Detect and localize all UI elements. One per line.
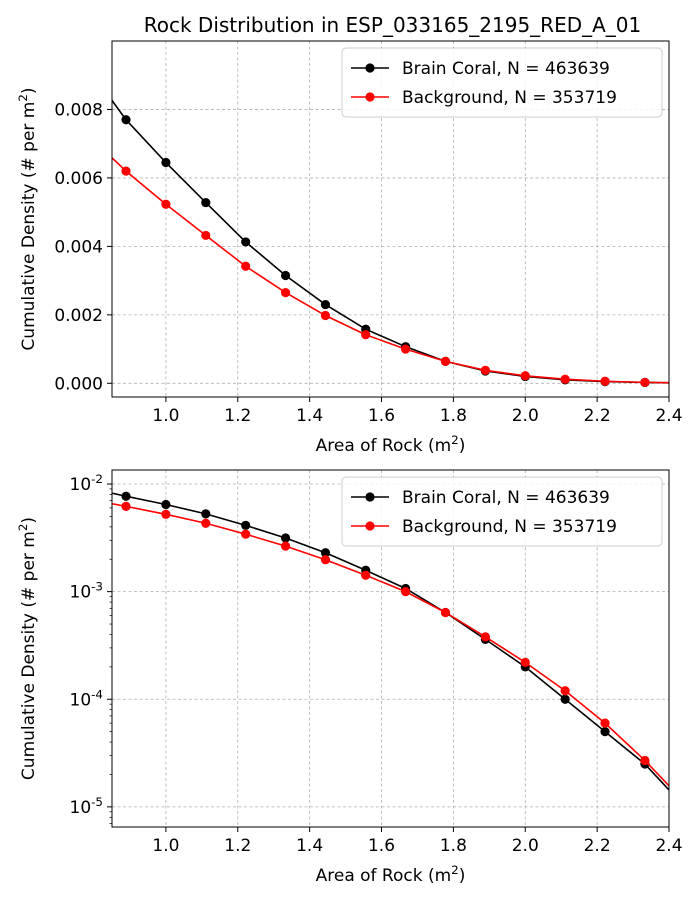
chart-1: 1.0 1.2 1.4 1.6 1.8 2.0 2.2 2.4 0.000 0.002 0.004 0… — [16, 13, 689, 456]
y-tick-label: 0.004 — [54, 237, 103, 257]
x-tick-label: 2.2 — [584, 406, 611, 426]
x-tick-label: 1.8 — [440, 836, 467, 856]
x-tick-label: 2.0 — [512, 836, 539, 856]
x-tick-label: 1.6 — [368, 406, 395, 426]
data-point — [161, 510, 170, 519]
data-point — [361, 571, 370, 580]
x-tick-label: 2.4 — [655, 836, 682, 856]
y-tick-label: 0.006 — [54, 169, 103, 189]
data-point — [201, 519, 210, 528]
data-point — [241, 521, 250, 530]
data-point — [321, 311, 330, 320]
x-tick-label: 1.4 — [296, 836, 323, 856]
x-tick-label: 1.0 — [152, 406, 179, 426]
data-point — [361, 330, 370, 339]
data-point — [82, 60, 91, 69]
data-point — [481, 632, 490, 641]
y-tick-label: 10-4 — [70, 687, 104, 710]
data-point — [321, 555, 330, 564]
legend-entry-label: Background, N = 353719 — [402, 517, 617, 537]
y-axis-label: Cumulative Density (# per m2) — [16, 87, 39, 350]
legend-swatch-marker — [365, 492, 374, 501]
x-tick-label: 2.0 — [512, 406, 539, 426]
data-point — [640, 756, 649, 765]
x-tick-label: 2.4 — [655, 406, 682, 426]
data-point — [401, 344, 410, 353]
series-line-2 — [86, 133, 685, 383]
legend-swatch-marker — [365, 63, 374, 72]
data-point — [241, 262, 250, 271]
y-tick-label: 10-3 — [70, 580, 104, 603]
data-point — [680, 378, 689, 387]
legend-entry-label: Brain Coral, N = 463639 — [402, 59, 610, 79]
data-point — [121, 115, 130, 124]
data-point — [82, 494, 91, 503]
data-point — [680, 798, 689, 807]
data-point — [161, 158, 170, 167]
x-axis-label: Area of Rock (m2) — [316, 433, 466, 456]
data-point — [680, 378, 689, 387]
data-point — [521, 658, 530, 667]
data-point — [201, 509, 210, 518]
legend-entry-label: Brain Coral, N = 463639 — [402, 488, 610, 508]
data-point — [561, 686, 570, 695]
x-tick-label: 1.6 — [368, 836, 395, 856]
legend-entry-label: Background, N = 353719 — [402, 88, 617, 108]
chart-title: Rock Distribution in ESP_033165_2195_RED… — [144, 13, 642, 37]
data-point — [561, 375, 570, 384]
data-point — [281, 533, 290, 542]
y-tick-label: 0.002 — [54, 306, 103, 326]
y-tick-label: 0.008 — [54, 100, 103, 120]
x-tick-label: 1.8 — [440, 406, 467, 426]
ticks: 1.0 1.2 1.4 1.6 1.8 2.0 2.2 2.4 0.000 0.002 0.004 0… — [54, 100, 682, 426]
data-point — [561, 695, 570, 704]
data-point — [441, 608, 450, 617]
data-point — [161, 500, 170, 509]
y-axis-label: Cumulative Density (# per m2) — [16, 517, 39, 780]
data-point — [401, 587, 410, 596]
data-point — [82, 129, 91, 138]
data-point — [241, 530, 250, 539]
data-point — [680, 802, 689, 811]
y-tick-label: 10-2 — [70, 472, 104, 495]
legend: Brain Coral, N = 463639 Background, N = 3… — [342, 48, 662, 117]
legend-swatch-marker — [365, 92, 374, 101]
chart-2: 1.0 1.2 1.4 1.6 1.8 2.0 2.2 2.4 10-5 10-4 10-3 10-2… — [16, 470, 689, 886]
data-point — [321, 300, 330, 309]
x-tick-label: 1.0 — [152, 836, 179, 856]
data-point — [121, 502, 130, 511]
data-point — [201, 231, 210, 240]
data-point — [241, 237, 250, 246]
data-point — [121, 166, 130, 175]
x-tick-label: 1.2 — [224, 836, 251, 856]
data-point — [201, 198, 210, 207]
y-tick-label: 0.000 — [54, 374, 103, 394]
data-point — [441, 357, 450, 366]
data-point — [640, 378, 649, 387]
x-tick-label: 1.2 — [224, 406, 251, 426]
data-point — [600, 727, 609, 736]
data-point — [521, 371, 530, 380]
x-axis-label: Area of Rock (m2) — [316, 863, 466, 886]
data-point — [161, 200, 170, 209]
data-point — [481, 366, 490, 375]
x-tick-label: 1.4 — [296, 406, 323, 426]
y-tick-label: 10-5 — [70, 795, 104, 818]
data-point — [281, 288, 290, 297]
x-tick-label: 2.2 — [584, 836, 611, 856]
data-point — [281, 271, 290, 280]
data-point — [600, 377, 609, 386]
data-point — [121, 492, 130, 501]
data-point — [281, 541, 290, 550]
legend-swatch-marker — [365, 521, 374, 530]
data-point — [600, 719, 609, 728]
legend: Brain Coral, N = 463639 Background, N = 3… — [342, 477, 662, 546]
